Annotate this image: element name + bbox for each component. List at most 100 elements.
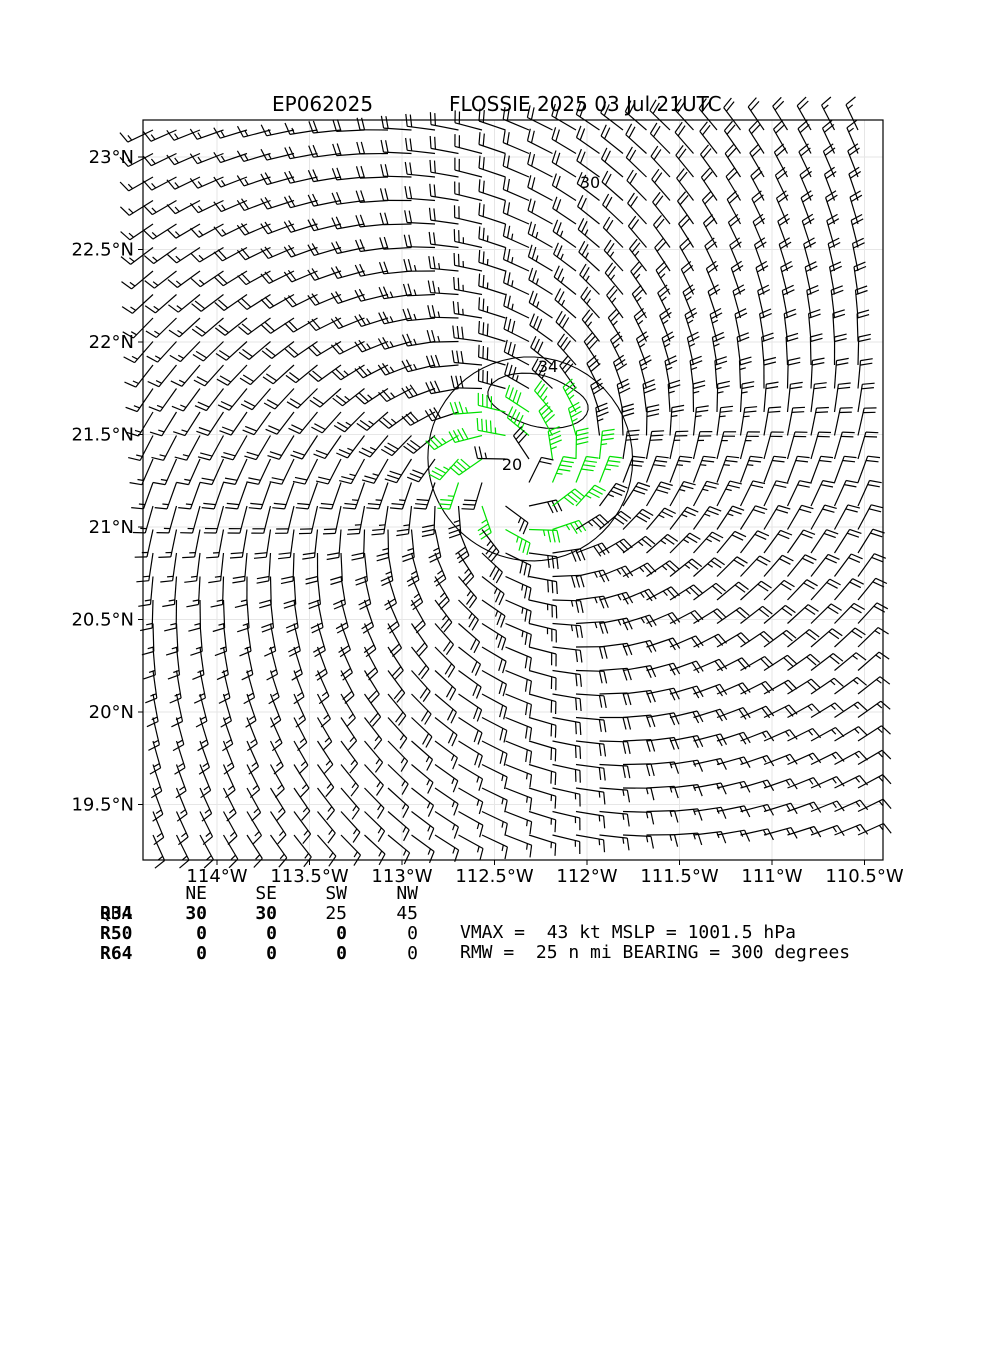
wind-barb [459,788,483,814]
wind-barb [450,402,482,414]
wind-barb [261,247,294,259]
wind-barb [788,481,812,506]
wind-barb [528,129,553,154]
wind-barb [553,489,585,506]
wind-barb [120,130,153,142]
wind-barb [858,408,877,436]
wind-barb [506,718,532,741]
r64-sw: 0 [307,944,347,964]
wind-barb [278,530,294,559]
wind-barb [459,624,480,653]
wind-barb [323,506,341,534]
wind-barb [788,456,810,482]
wind-barb [717,732,750,744]
wind-barb [479,203,506,224]
wind-barb [758,285,770,318]
y-tick-label: 22.5°N [71,240,134,261]
wind-barb [478,393,505,412]
wind-barb [318,835,336,866]
wind-barb [504,317,529,342]
wind-barb [553,600,584,613]
wind-barb [288,624,300,657]
wind-barb [811,408,829,436]
wind-barb [647,688,680,700]
wind-barb [175,436,200,461]
wind-barb [858,456,880,482]
wind-barb [155,483,177,509]
wind-barb [506,765,532,788]
wind-barb [459,741,483,768]
wind-barb [459,718,483,745]
wind-barb [430,160,459,177]
wind-barb [125,365,154,387]
wind-barb [563,379,576,412]
wind-barb [225,483,247,509]
wind-barb [396,506,411,536]
wind-barb [647,456,669,482]
wind-barb [261,125,294,136]
r34-se: 30 [237,904,277,924]
wind-barb [206,530,223,558]
r50-sw: 0 [307,924,347,944]
wind-barb [454,253,482,271]
x-tick-label: 111.5°W [640,866,719,887]
wind-barb [453,326,482,342]
wind-barb [670,482,696,506]
r50-nw: 0 [378,924,418,944]
wind-barb [552,151,576,178]
wind-barb [479,274,506,295]
wind-barb [448,506,460,538]
wind-barb [764,456,786,482]
wind-barb [717,708,750,720]
table-header-ne: NE [167,884,207,904]
wind-barb [529,577,557,595]
wind-barb [477,418,505,436]
wind-barb [204,506,224,533]
wind-barb [858,701,890,717]
wind-barb [775,167,787,200]
wind-barb [647,482,673,506]
wind-barb [553,457,576,483]
wind-barb [553,671,582,687]
wind-barb [237,224,270,236]
wind-barb [835,579,864,600]
wind-barb [506,812,532,835]
wind-barb [858,554,886,577]
wind-barb [264,624,275,657]
wind-barb [553,765,581,783]
wind-barb [152,436,177,461]
wind-barb [435,765,458,793]
wind-barb [670,507,698,529]
wind-barb [347,506,364,534]
wind-barb [299,506,318,534]
wind-barb [261,197,294,209]
wind-barb [602,171,623,201]
wind-barb [455,205,483,224]
wind-barb [858,750,891,764]
r64-ne: 0 [167,944,207,964]
wind-barb [241,389,270,410]
wind-barb [735,309,747,342]
wind-barb [224,835,238,868]
wind-barb [182,530,200,558]
wind-barb [308,194,341,206]
r34-ne: 30 [167,904,207,924]
wind-barb [717,456,739,482]
wind-barb [694,481,719,506]
wind-barb [623,456,645,482]
wind-barb [331,292,364,304]
wind-barb [694,432,713,459]
r64-se: 0 [237,944,277,964]
wind-barb [455,158,482,177]
wind-barb [506,530,531,555]
wind-barb [728,214,740,247]
wind-barb [341,671,354,704]
wind-barb [289,412,318,434]
wind-barb [799,144,811,177]
wind-barb [529,457,554,482]
wind-barb [529,624,556,643]
wind-barb [506,506,529,534]
wind-barb [730,238,742,271]
wind-barb [788,530,816,553]
